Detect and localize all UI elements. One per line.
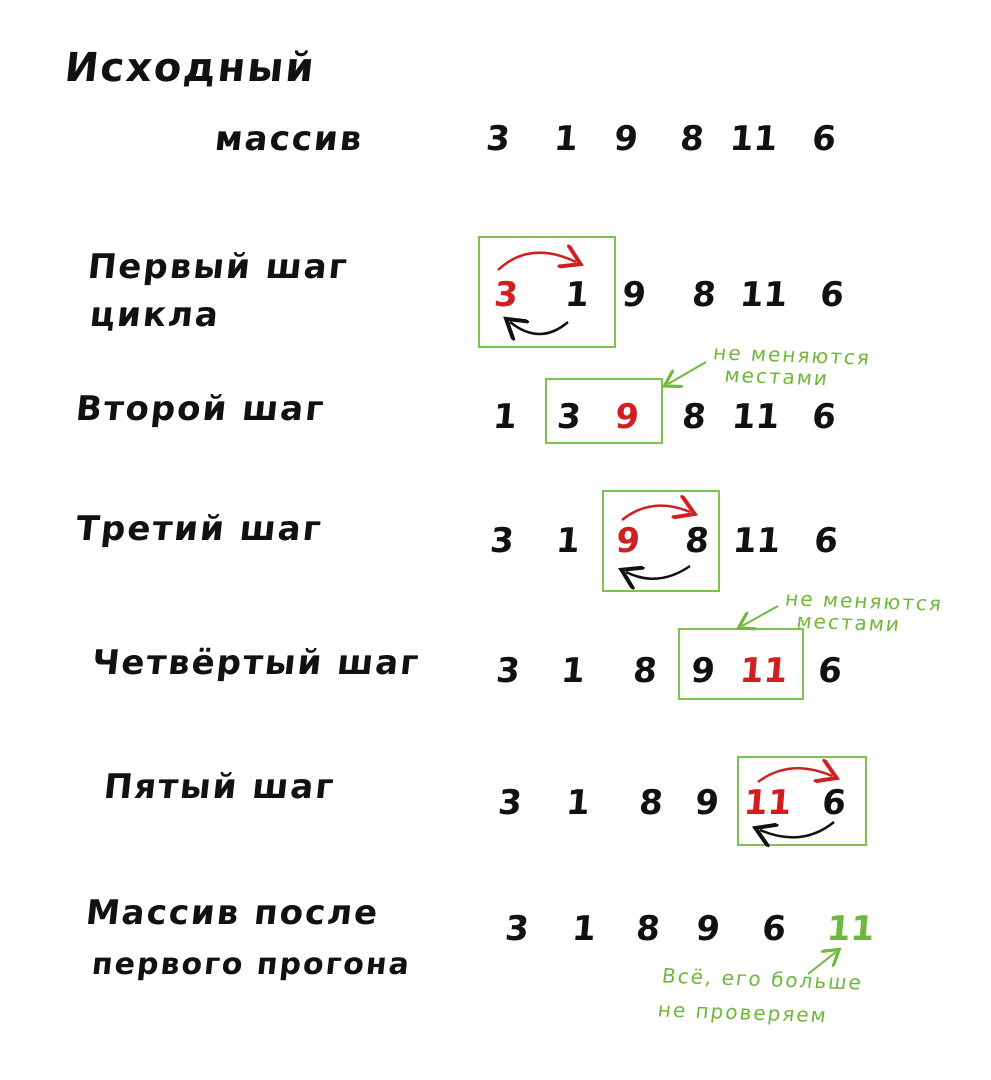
number-cell: 6 xyxy=(818,275,846,315)
number-cell-highlighted: 9 xyxy=(614,521,642,561)
note-line: не проверяем xyxy=(656,997,830,1028)
row-label-result-line2: первого прогона xyxy=(90,947,413,982)
number-cell: 11 xyxy=(728,119,780,159)
no-swap-note: не меняются местами xyxy=(781,586,945,636)
number-cell-highlighted: 11 xyxy=(738,651,790,691)
compare-box xyxy=(737,756,867,846)
final-note: Всё, его больше не проверяем xyxy=(656,963,865,1028)
row-label-initial-line2: массив xyxy=(212,119,366,159)
number-cell-highlighted: 11 xyxy=(742,783,794,823)
number-cell: 8 xyxy=(637,783,665,823)
compare-box xyxy=(545,378,663,444)
number-cell: 8 xyxy=(678,119,706,159)
compare-box xyxy=(602,490,720,592)
number-cell: 11 xyxy=(738,275,790,315)
number-cell: 1 xyxy=(552,119,580,159)
number-cell: 1 xyxy=(563,275,591,315)
number-cell: 9 xyxy=(689,651,717,691)
number-cell: 9 xyxy=(693,783,721,823)
number-cell: 6 xyxy=(820,783,848,823)
row-label-step2: Второй шаг xyxy=(73,389,328,429)
number-cell: 6 xyxy=(810,397,838,437)
row-label-step3: Третий шаг xyxy=(73,509,325,549)
note-arrow xyxy=(742,605,779,626)
row-label-result-line1: Массив после xyxy=(83,893,382,933)
number-cell: 3 xyxy=(488,521,516,561)
row-label-step1-line1: Первый шаг xyxy=(85,247,351,287)
row-label-initial-line1: Исходный xyxy=(62,45,319,91)
number-cell-final: 11 xyxy=(825,909,877,949)
number-cell: 6 xyxy=(760,909,788,949)
number-cell: 9 xyxy=(694,909,722,949)
number-cell-highlighted: 3 xyxy=(492,275,520,315)
number-cell: 11 xyxy=(731,521,783,561)
number-cell: 8 xyxy=(680,397,708,437)
number-cell: 3 xyxy=(503,909,531,949)
number-cell: 1 xyxy=(554,521,582,561)
note-line: Всё, его больше xyxy=(660,963,865,995)
row-label-step4: Четвёртый шаг xyxy=(89,643,423,683)
number-cell: 1 xyxy=(491,397,519,437)
number-cell: 6 xyxy=(810,119,838,159)
number-cell: 6 xyxy=(816,651,844,691)
number-cell: 3 xyxy=(496,783,524,823)
row-label-step1-line2: цикла xyxy=(87,295,223,335)
number-cell: 8 xyxy=(683,521,711,561)
number-cell: 9 xyxy=(620,275,648,315)
number-cell: 8 xyxy=(690,275,718,315)
compare-box xyxy=(478,236,616,348)
number-cell: 6 xyxy=(812,521,840,561)
number-cell: 3 xyxy=(484,119,512,159)
number-cell: 8 xyxy=(634,909,662,949)
no-swap-note: не меняются местами xyxy=(709,340,873,390)
number-cell: 3 xyxy=(555,397,583,437)
number-cell: 9 xyxy=(612,119,640,159)
number-cell: 1 xyxy=(559,651,587,691)
note-arrow xyxy=(668,361,707,384)
row-label-step5: Пятый шаг xyxy=(101,767,338,807)
number-cell: 11 xyxy=(730,397,782,437)
number-cell: 1 xyxy=(570,909,598,949)
number-cell: 3 xyxy=(494,651,522,691)
number-cell-highlighted: 9 xyxy=(613,397,641,437)
number-cell: 1 xyxy=(564,783,592,823)
number-cell: 8 xyxy=(631,651,659,691)
